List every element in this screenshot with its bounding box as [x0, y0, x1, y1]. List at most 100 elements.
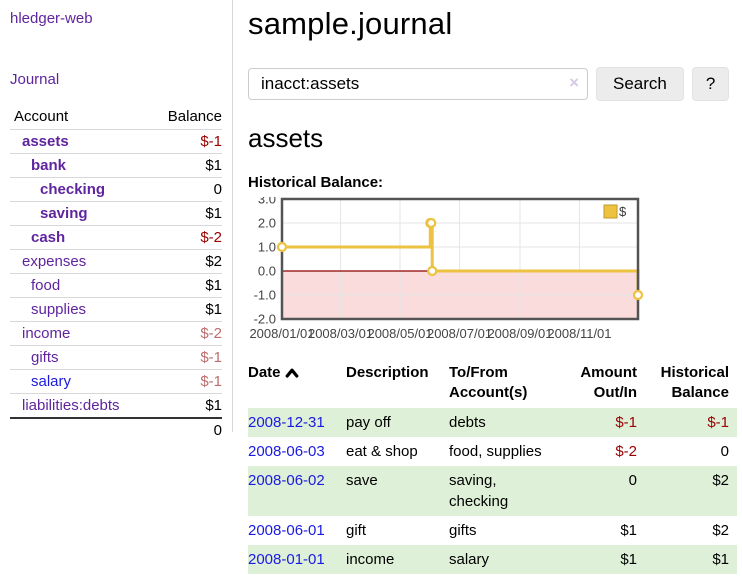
account-link-saving[interactable]: saving: [40, 205, 88, 222]
account-row: cash $-2: [10, 225, 222, 250]
transactions-header-accounts: To/From Account(s): [449, 364, 528, 402]
transaction-date-cell: 2008-06-02: [248, 466, 346, 516]
account-balance: $1: [148, 153, 222, 178]
transaction-balance: 0: [720, 442, 729, 460]
transactions-header-balance: Historical Balance: [660, 364, 729, 402]
account-row: checking 0: [10, 177, 222, 202]
transaction-date-link[interactable]: 2008-06-03: [248, 442, 325, 460]
help-button[interactable]: ?: [691, 67, 730, 101]
transaction-date-link[interactable]: 2008-01-01: [248, 550, 325, 568]
account-link-income[interactable]: income: [22, 325, 71, 342]
account-row: assets $-1: [10, 129, 222, 154]
account-heading: assets: [248, 123, 324, 153]
transaction-row: 2008-06-01 gift gifts $1 $2: [248, 516, 737, 545]
sort-ascending-icon: [285, 368, 298, 378]
chart-x-tick-label: 2008/03/01: [308, 326, 373, 341]
account-row: liabilities:debts $1: [10, 393, 222, 418]
chart-y-tick-label: 2.0: [258, 216, 276, 231]
brand-link[interactable]: hledger-web: [10, 10, 93, 27]
transaction-amount: $1: [620, 550, 637, 568]
account-link-checking[interactable]: checking: [40, 181, 106, 198]
transaction-date-cell: 2008-06-03: [248, 437, 346, 466]
account-link-salary[interactable]: salary: [31, 373, 72, 390]
account-balance: $2: [148, 249, 222, 274]
account-row: supplies $1: [10, 297, 222, 322]
transaction-description: save: [346, 471, 378, 489]
account-link-bank[interactable]: bank: [31, 157, 67, 174]
account-cell: income: [10, 321, 149, 346]
account-link-assets[interactable]: assets: [22, 133, 69, 150]
transaction-amount: $-2: [615, 442, 637, 460]
search-bar: × Search ?: [248, 67, 742, 101]
chart-y-tick-label: 3.0: [258, 197, 276, 207]
account-balance: $1: [148, 273, 222, 298]
account-row: salary $-1: [10, 369, 222, 394]
account-link-liabilities-debts[interactable]: liabilities:debts: [22, 397, 120, 414]
historical-balance-chart: $3.0 2.0 1.0 0.0 -1.0 -2.0 2008/01/01 2008/03/0…: [248, 192, 742, 347]
search-input-wrap: ×: [248, 68, 588, 100]
accounts-header-balance: Balance: [167, 108, 222, 125]
account-cell: supplies: [10, 297, 149, 322]
clear-search-icon[interactable]: ×: [569, 73, 579, 92]
accounts-table: Account Balance assets $-1 bank $1 checking 0…: [10, 106, 222, 445]
chart-border: [280, 197, 640, 321]
account-cell: cash: [10, 225, 149, 250]
main-content: sample.journal × Search ? assets Histori…: [233, 0, 742, 574]
transaction-amount: $1: [620, 521, 637, 539]
chart-data-point: [632, 289, 644, 301]
transaction-date-link[interactable]: 2008-12-31: [248, 413, 325, 431]
search-button[interactable]: Search: [596, 67, 684, 101]
chart-x-tick-label: 2008/07/01: [427, 326, 492, 341]
accounts-total-row: 0: [10, 417, 222, 445]
chart-data-point: [276, 241, 288, 253]
transaction-date-cell: 2008-01-01: [248, 545, 346, 574]
transaction-date-link[interactable]: 2008-06-01: [248, 521, 325, 539]
chart-x-tick-label: 2008/01/01: [249, 326, 314, 341]
account-link-gifts[interactable]: gifts: [31, 349, 59, 366]
account-cell: expenses: [10, 249, 149, 274]
transaction-amount: $-1: [615, 413, 637, 431]
transaction-accounts: gifts: [449, 521, 477, 539]
account-cell: checking: [10, 177, 149, 202]
account-cell: assets: [10, 129, 149, 154]
transaction-accounts: saving, checking: [449, 471, 509, 510]
account-row: income $-2: [10, 321, 222, 346]
transaction-row: 2008-06-02 save saving, checking 0 $2: [248, 465, 737, 516]
search-input[interactable]: [248, 68, 588, 100]
date-header-label: Date: [248, 364, 281, 381]
transaction-date-link[interactable]: 2008-06-02: [248, 471, 325, 489]
account-balance: $-2: [148, 321, 222, 346]
chart-y-tick-label: -1.0: [254, 288, 276, 303]
account-link-food[interactable]: food: [31, 277, 61, 294]
account-cell: food: [10, 273, 149, 298]
transaction-balance: $-1: [707, 413, 729, 431]
transactions-header-description: Description: [346, 364, 429, 381]
account-balance: $1: [148, 393, 222, 418]
chart-x-tick-label: 2008/09/01: [487, 326, 552, 341]
transaction-row: 2008-06-03 eat & shop food, supplies $-2 0: [248, 437, 737, 466]
transactions-table: Date Description To/From Account(s) Amou…: [248, 361, 737, 574]
sidebar-item-journal[interactable]: Journal: [10, 71, 60, 88]
chart-data-point: [427, 265, 438, 277]
account-row: food $1: [10, 273, 222, 298]
account-cell: salary: [10, 369, 149, 394]
account-balance: 0: [148, 177, 222, 202]
account-link-cash[interactable]: cash: [31, 229, 66, 246]
account-balance: $-1: [148, 129, 222, 154]
account-link-expenses[interactable]: expenses: [22, 253, 87, 270]
account-row: expenses $2: [10, 249, 222, 274]
transaction-description: eat & shop: [346, 442, 418, 460]
transactions-header-date[interactable]: Date: [248, 361, 346, 408]
account-balance: $-2: [148, 225, 222, 250]
transaction-accounts: salary: [449, 550, 490, 568]
chart-x-tick-label: 2008/11/01: [547, 326, 611, 341]
account-cell: liabilities:debts: [10, 393, 149, 418]
chart-data-point: [426, 217, 437, 229]
transaction-row: 2008-12-31 pay off debts $-1 $-1: [248, 407, 737, 437]
account-balance: $-1: [148, 345, 222, 370]
account-link-supplies[interactable]: supplies: [31, 301, 87, 318]
transaction-description: pay off: [346, 413, 391, 431]
transaction-description: income: [346, 550, 395, 568]
transactions-header-row: Date Description To/From Account(s) Amou…: [248, 361, 737, 408]
